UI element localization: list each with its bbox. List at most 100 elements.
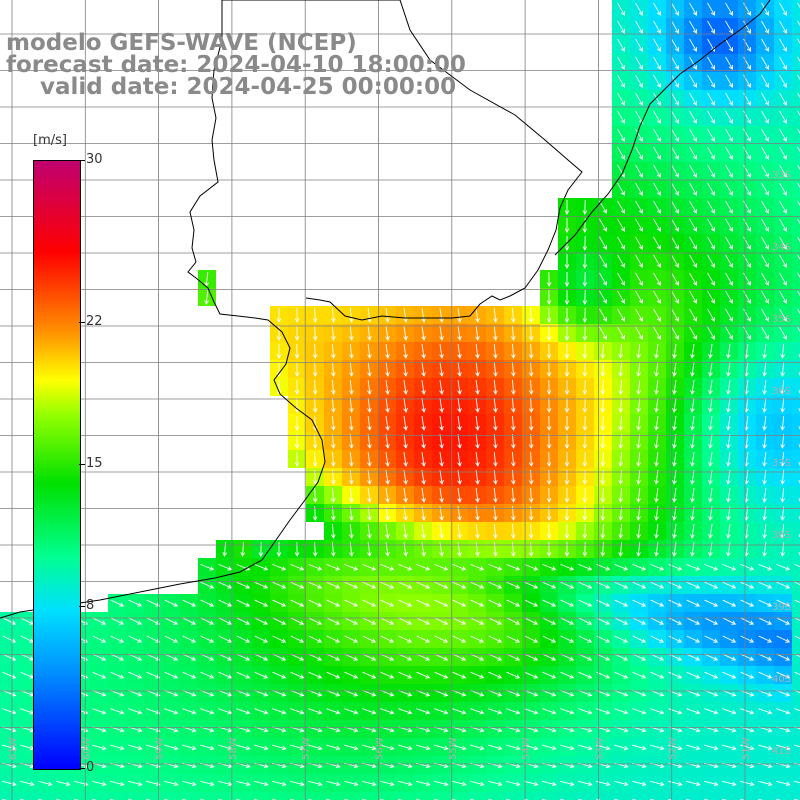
wind-arrow [439,398,444,413]
wind-arrow [689,74,697,88]
wind-arrow [200,563,215,571]
coastline-land-border [0,0,326,619]
wind-arrow [797,326,800,333]
latitude-label: 35S [772,314,791,325]
wind-arrow [434,617,449,625]
wind-arrow [600,523,606,539]
wind-arrow [797,164,800,171]
wind-cell [252,792,270,800]
wind-arrow [475,361,480,377]
wind-arrow [349,523,354,539]
wind-arrow [367,325,372,341]
wind-arrow [776,617,791,625]
wind-arrow [452,563,467,571]
wind-arrow [636,415,641,431]
wind-arrow [542,581,557,589]
wind-cell [684,792,702,800]
wind-arrow [689,308,697,322]
wind-arrow [758,780,773,787]
wind-arrow [470,563,485,571]
wind-arrow [362,617,377,625]
wind-arrow [686,599,701,607]
wind-arrow [564,217,570,233]
wind-arrow [326,671,341,679]
wind-arrow [762,343,767,359]
wind-arrow [618,397,623,413]
wind-arrow [704,780,719,787]
wind-arrow [689,128,697,142]
wind-arrow [618,361,623,377]
wind-arrow [636,343,641,359]
wind-arrow [798,480,800,485]
wind-arrow [564,379,570,395]
wind-arrow [200,581,215,589]
wind-cell [198,792,216,800]
wind-arrow [707,200,715,214]
wind-arrow [511,361,516,377]
wind-cell [792,216,800,234]
wind-arrow [708,434,713,449]
longitude-label: 59W [155,737,166,760]
wind-arrow [457,524,462,539]
wind-arrow [725,2,733,16]
wind-arrow [367,361,372,377]
wind-arrow [722,599,737,607]
wind-arrow [686,563,701,571]
wind-arrow [653,74,661,88]
wind-arrow [740,563,755,571]
wind-arrow [528,415,534,431]
wind-arrow [690,434,695,449]
wind-arrow [164,671,179,679]
wind-arrow [582,271,588,287]
wind-arrow [794,653,800,658]
wind-arrow [668,563,683,571]
wind-arrow [618,451,623,467]
wind-arrow [671,164,679,178]
latitude-label: 36S [772,386,791,397]
wind-arrow [367,451,372,467]
wind-arrow [380,617,395,625]
wind-cell [522,792,540,800]
wind-arrow [403,362,408,377]
wind-arrow [470,708,485,715]
wind-arrow [636,523,641,539]
wind-arrow [421,488,426,503]
wind-cell [432,792,450,800]
wind-cell [774,792,792,800]
wind-arrow [312,541,318,557]
wind-arrow [582,343,588,359]
wind-arrow [798,498,800,503]
wind-arrow [528,343,534,359]
wind-arrow [635,164,643,178]
wind-arrow [582,397,588,413]
wind-arrow [689,164,697,178]
wind-arrow [452,708,467,715]
wind-arrow [326,635,341,643]
wind-arrow [20,780,35,787]
wind-arrow [758,744,773,751]
wind-arrow [164,617,179,625]
wind-arrow [240,541,246,557]
wind-arrow [416,780,431,787]
wind-cell [792,36,800,54]
wind-cell [126,792,144,800]
wind-arrow [457,308,462,323]
wind-arrow [668,581,683,589]
wind-arrow [164,744,179,751]
wind-arrow [546,307,552,323]
wind-cell [792,666,800,684]
wind-arrow [439,326,444,341]
wind-arrow [671,308,679,322]
wind-arrow [564,415,570,431]
wind-arrow [617,110,625,124]
wind-arrow [330,541,336,557]
wind-arrow [654,433,659,449]
wind-arrow [524,653,539,661]
wind-arrow [254,635,269,643]
wind-cell [792,90,800,108]
wind-arrow [780,451,785,467]
wind-arrow [654,487,659,503]
wind-arrow [146,653,161,661]
wind-cell [792,738,800,756]
